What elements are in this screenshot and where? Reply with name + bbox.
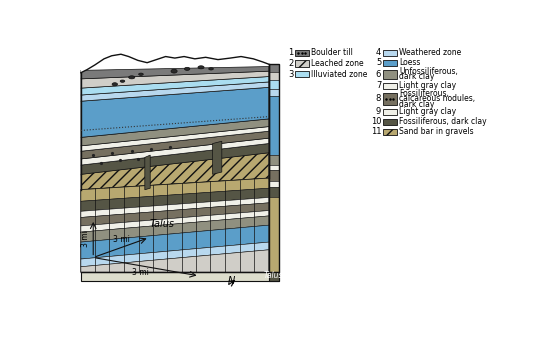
Ellipse shape [129,76,135,79]
Text: 5: 5 [376,58,381,67]
Text: Light gray clay: Light gray clay [399,108,456,117]
Bar [383,119,397,125]
Text: 8: 8 [376,94,381,104]
Polygon shape [81,82,269,101]
Polygon shape [269,181,279,187]
Text: dark clay: dark clay [399,100,434,109]
Bar [295,50,309,56]
Polygon shape [269,72,279,80]
Text: Talus: Talus [263,272,283,281]
Polygon shape [269,96,279,155]
Bar [383,109,397,115]
Polygon shape [269,89,279,96]
Polygon shape [81,144,269,174]
Text: Light gray clay: Light gray clay [399,81,456,90]
Bar [295,60,309,67]
Polygon shape [81,272,279,281]
Polygon shape [81,216,269,242]
Polygon shape [212,141,222,174]
Text: Unfossiliferous,: Unfossiliferous, [399,67,458,76]
Polygon shape [269,197,279,272]
Polygon shape [81,138,269,165]
Bar [383,50,397,56]
Polygon shape [81,242,269,267]
Text: N: N [228,275,235,286]
Text: dark clay: dark clay [399,72,434,81]
Polygon shape [81,119,269,146]
Polygon shape [81,211,269,232]
Polygon shape [81,225,269,259]
Polygon shape [81,203,269,226]
Text: 3 mi: 3 mi [81,230,90,247]
Text: 3 mi: 3 mi [132,268,148,277]
Ellipse shape [198,66,204,69]
Polygon shape [81,197,269,218]
Polygon shape [269,80,279,89]
Polygon shape [81,178,269,272]
Text: 11: 11 [371,127,381,136]
Bar [383,83,397,89]
Text: 4: 4 [376,48,381,57]
Text: 2: 2 [288,59,294,68]
Ellipse shape [112,83,118,86]
Ellipse shape [184,67,190,70]
Polygon shape [269,171,279,181]
Text: Weathered zone: Weathered zone [399,48,461,57]
Text: 1: 1 [288,48,294,57]
Bar [383,60,397,66]
Bar [295,71,309,77]
Text: 9: 9 [376,108,381,117]
Text: 10: 10 [371,118,381,126]
Text: Fossiliferous, dark clay: Fossiliferous, dark clay [399,118,487,126]
Text: Illuviated zone: Illuviated zone [311,70,367,79]
Polygon shape [145,155,150,190]
Text: Leached zone: Leached zone [311,59,364,68]
Text: Talus: Talus [150,219,175,230]
Text: 3: 3 [288,70,294,79]
Polygon shape [81,153,269,190]
Text: Sand bar in gravels: Sand bar in gravels [399,127,474,136]
Bar [383,129,397,135]
Polygon shape [81,67,269,190]
Polygon shape [81,87,269,138]
Polygon shape [81,47,269,73]
Bar [383,93,397,105]
Polygon shape [81,76,269,95]
Polygon shape [81,250,269,272]
Text: calcareous nodules,: calcareous nodules, [399,94,475,104]
Text: 3 mi: 3 mi [113,235,130,244]
Text: 7: 7 [376,81,381,90]
Ellipse shape [139,73,143,75]
Text: Loess: Loess [399,58,420,67]
Text: Fossiliferous,: Fossiliferous, [399,89,449,98]
Polygon shape [269,187,279,197]
Polygon shape [269,64,279,72]
Ellipse shape [209,68,213,70]
Polygon shape [269,155,279,165]
Polygon shape [81,67,269,79]
Polygon shape [269,272,279,281]
Ellipse shape [171,69,177,73]
Polygon shape [81,188,269,211]
Bar [383,70,397,79]
Text: 6: 6 [376,70,381,79]
Polygon shape [81,127,269,151]
Polygon shape [81,178,269,201]
Polygon shape [81,71,269,88]
Polygon shape [81,131,269,159]
Text: Boulder till: Boulder till [311,48,353,57]
Ellipse shape [120,80,125,82]
Polygon shape [269,165,279,171]
